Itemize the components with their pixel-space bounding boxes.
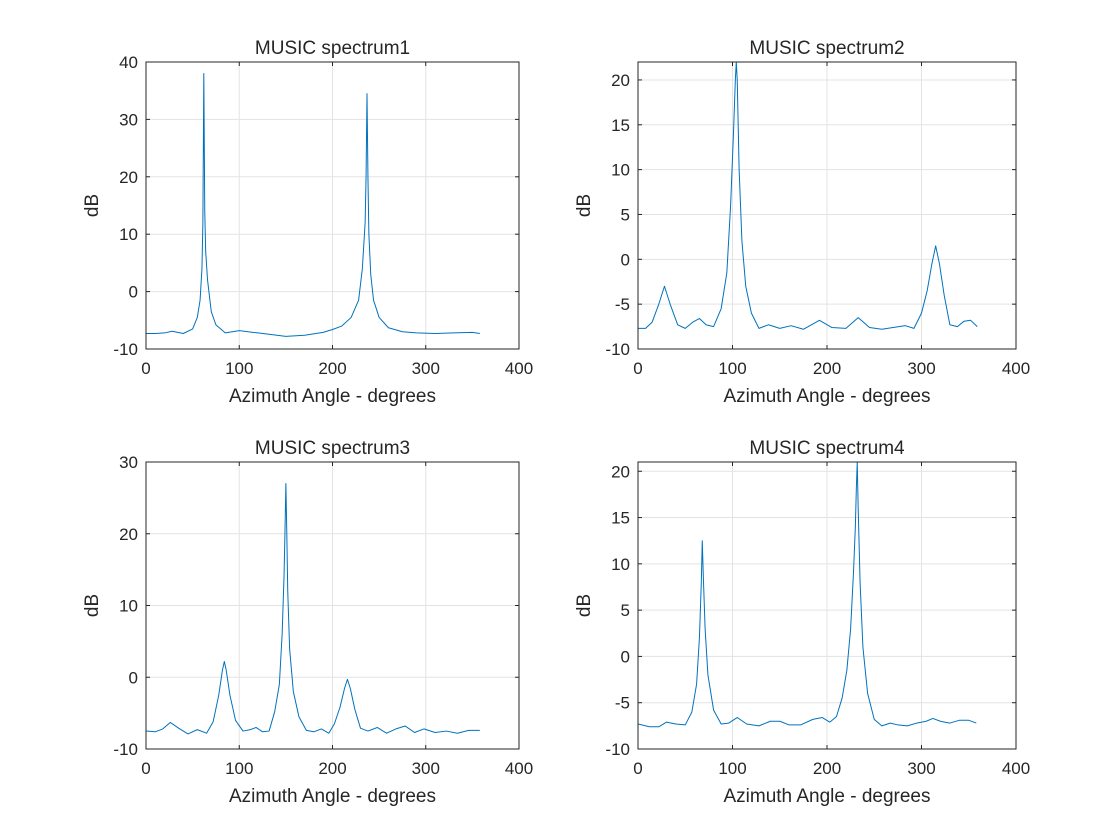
x-tick-label: 0 [141, 359, 150, 378]
y-tick-label: -10 [605, 740, 630, 759]
y-tick-label: -5 [615, 694, 630, 713]
x-tick-label: 100 [718, 759, 746, 778]
y-tick-label: 40 [119, 53, 138, 72]
x-axis-label: Azimuth Angle - degrees [723, 786, 930, 807]
y-tick-label: 20 [611, 71, 630, 90]
y-tick-label: 0 [621, 647, 630, 666]
y-tick-label: -5 [615, 295, 630, 314]
y-tick-label: -10 [113, 740, 138, 759]
y-tick-label: 5 [621, 601, 630, 620]
series-line-1 [146, 72, 480, 337]
x-tick-label: 300 [412, 359, 440, 378]
x-tick-label: 200 [813, 359, 841, 378]
y-tick-label: 0 [129, 283, 138, 302]
y-tick-label: 0 [129, 668, 138, 687]
x-tick-label: 400 [505, 759, 533, 778]
x-tick-label: 0 [633, 759, 642, 778]
y-tick-label: 20 [119, 525, 138, 544]
x-axis-label: Azimuth Angle - degrees [229, 786, 436, 807]
y-axis-label: dB [574, 594, 595, 617]
y-tick-label: 20 [611, 462, 630, 481]
x-axis-label: Azimuth Angle - degrees [723, 386, 930, 407]
y-tick-label: 20 [119, 168, 138, 187]
y-tick-label: 30 [119, 110, 138, 129]
y-tick-label: 15 [611, 116, 630, 135]
x-tick-label: 400 [1002, 759, 1030, 778]
x-axis-label: Azimuth Angle - degrees [229, 386, 436, 407]
subplot-2: 0 100 200 300 400 -10 -5 0 5 10 15 20 MUSIC spectrum… [574, 38, 1030, 407]
x-tick-label: 300 [412, 759, 440, 778]
series-line-1 [638, 62, 978, 330]
x-tick-label: 400 [1002, 359, 1030, 378]
x-tick-label: 100 [225, 359, 253, 378]
y-tick-label: 10 [119, 597, 138, 616]
x-tick-label: 300 [907, 359, 935, 378]
chart-title: MUSIC spectrum2 [749, 38, 904, 59]
x-tick-label: 200 [318, 359, 346, 378]
x-tick-label: 400 [505, 359, 533, 378]
x-tick-label: 100 [225, 759, 253, 778]
x-tick-label: 300 [907, 759, 935, 778]
series-line-1 [638, 462, 977, 728]
x-tick-label: 200 [813, 759, 841, 778]
subplot-4: 0 100 200 300 400 -10 -5 0 5 10 15 20 MUSIC spectrum… [574, 438, 1030, 807]
y-tick-label: 5 [621, 205, 630, 224]
x-tick-label: 200 [318, 759, 346, 778]
series-line-1 [146, 483, 480, 735]
chart-title: MUSIC spectrum3 [255, 438, 410, 459]
y-tick-label: 30 [119, 453, 138, 472]
x-tick-label: 0 [141, 759, 150, 778]
chart-title: MUSIC spectrum1 [255, 38, 410, 59]
y-axis-label: dB [82, 594, 103, 617]
y-tick-label: -10 [113, 340, 138, 359]
y-tick-label: 0 [621, 250, 630, 269]
y-tick-label: -10 [605, 340, 630, 359]
y-tick-label: 10 [119, 225, 138, 244]
y-tick-label: 15 [611, 509, 630, 528]
x-tick-label: 100 [718, 359, 746, 378]
y-axis-label: dB [82, 194, 103, 217]
x-tick-label: 0 [633, 359, 642, 378]
y-axis-label: dB [574, 194, 595, 217]
y-tick-label: 10 [611, 555, 630, 574]
chart-title: MUSIC spectrum4 [749, 438, 905, 459]
y-tick-label: 10 [611, 161, 630, 180]
